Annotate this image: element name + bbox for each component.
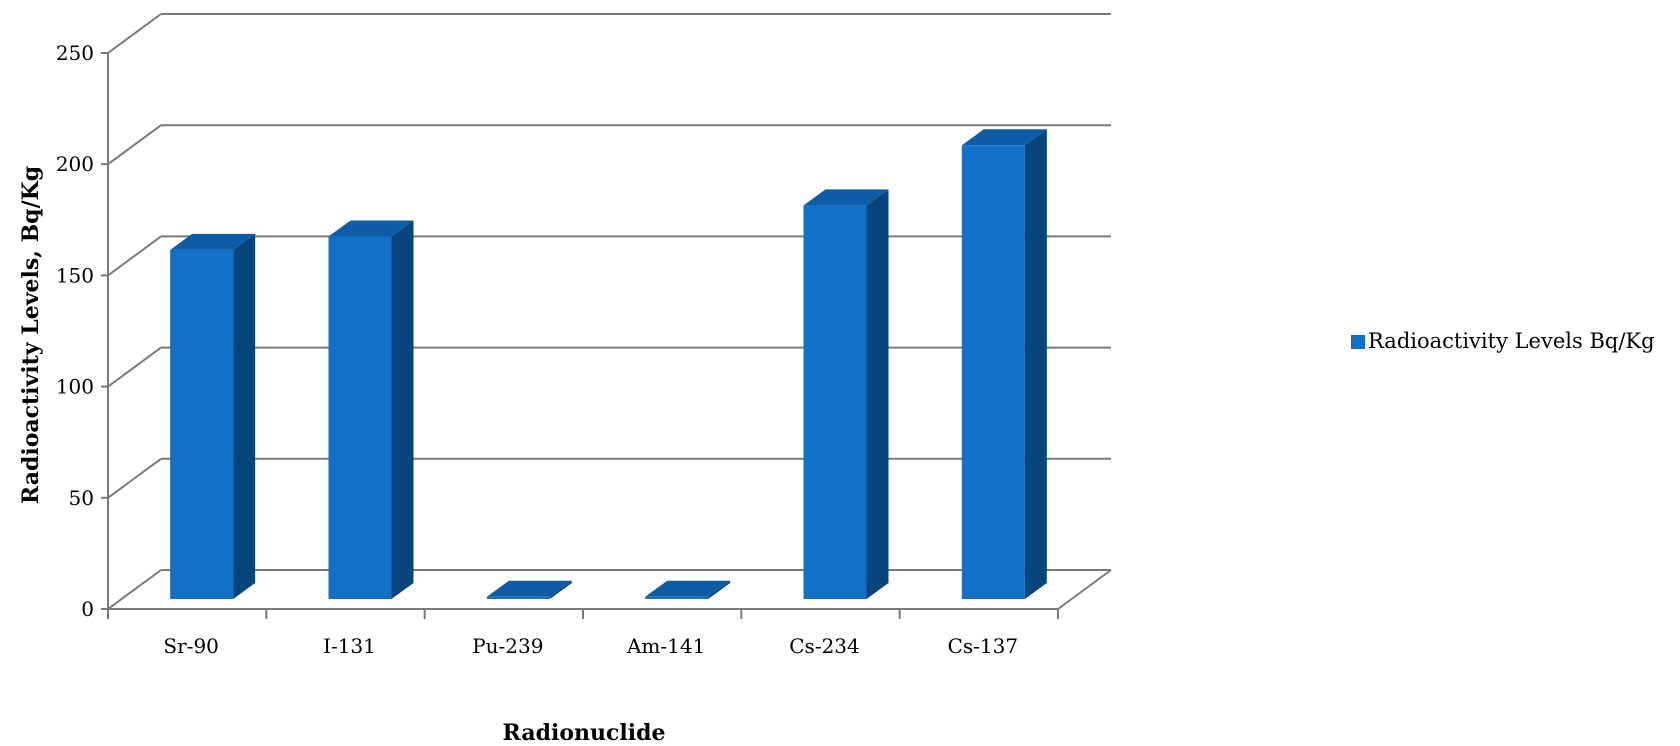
bar-side [1024,129,1047,599]
bar-cs-137 [961,129,1047,599]
bar-side [549,580,572,599]
x-tick-label: Am-141 [626,634,705,658]
y-axis-title: Radioactivity Levels, Bq/Kg [18,166,44,504]
x-tick-labels: Sr-90 I-131 Pu-239 Am-141 Cs-234 Cs-137 [163,634,1018,658]
bar-pu-239 [486,580,572,599]
x-tick-label: Cs-234 [789,634,860,658]
gridline-diagonal [107,235,162,277]
gridline-diagonal [107,13,162,54]
x-axis-title: Radionuclide [503,720,666,746]
legend-label: Radioactivity Levels Bq/Kg [1368,329,1655,353]
gridline-diagonal [107,124,162,166]
bar-top [170,233,256,250]
bar-top [803,189,889,206]
bar-front [961,145,1025,599]
bar-front [170,249,234,599]
floor-edge [1057,569,1112,610]
bars [170,129,1047,600]
y-tick-label: 50 [69,486,94,510]
y-tick-label: 100 [56,375,94,399]
y-tick-label: 200 [56,152,94,176]
x-tick-label: Pu-239 [472,634,543,658]
x-tick-label: I-131 [323,634,376,658]
bar-top [328,220,414,237]
gridline-diagonal [107,569,162,610]
bar-top [486,580,572,597]
bar-side [866,189,889,600]
y-tick-labels: 0 50 100 150 200 250 [56,41,94,621]
bar-i-131 [328,220,414,599]
y-tick-label: 150 [56,263,94,287]
bar-top [961,129,1047,146]
bar-front [486,596,550,599]
x-tick-label: Sr-90 [163,634,218,658]
bar-front [645,596,709,599]
bar-sr-90 [170,233,256,599]
y-tick-label: 0 [81,597,94,621]
bar-cs-234 [803,189,889,600]
bar-front [328,236,392,599]
bar-side [708,580,731,599]
legend: Radioactivity Levels Bq/Kg [1351,329,1655,353]
legend-swatch [1351,335,1365,349]
bar-am-141 [645,580,731,599]
bar-front [803,205,867,600]
gridline-diagonal [107,346,162,388]
bar-top [645,580,731,597]
bar-side [391,220,414,599]
x-tick-label: Cs-137 [948,634,1019,658]
bar-side [233,233,256,599]
gridline-diagonal [107,457,162,499]
axes [101,52,1112,619]
y-tick-label: 250 [56,41,94,65]
gridlines [107,13,1111,610]
